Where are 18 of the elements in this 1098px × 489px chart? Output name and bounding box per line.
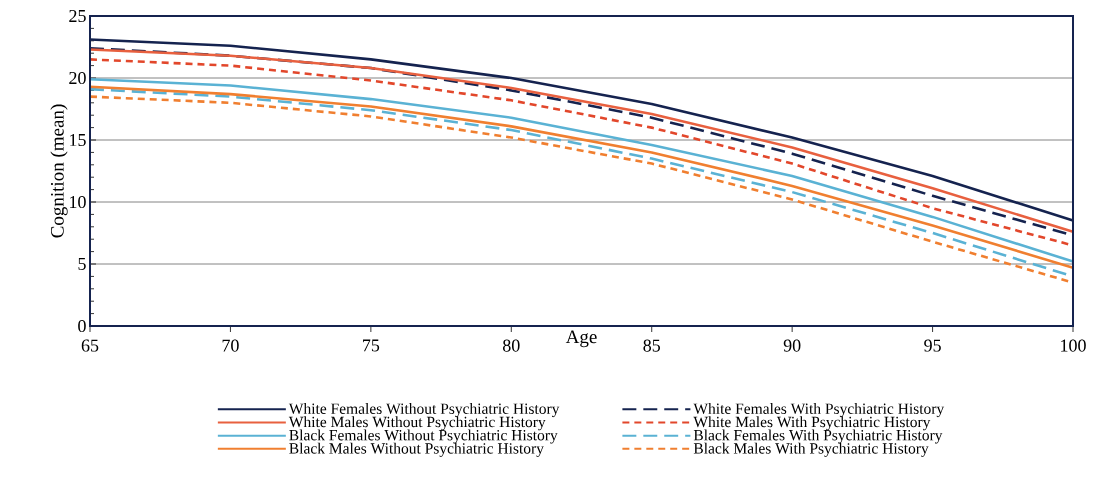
x-tick-label: 100 [1061,339,1086,352]
y-axis-title: Cognition (mean) [50,104,68,238]
x-tick-label: 70 [222,339,239,352]
y-tick-label: 5 [78,258,86,270]
y-tick-label: 10 [70,195,86,209]
x-tick-label: 95 [924,339,941,352]
x-tick-label: 75 [363,339,380,352]
x-tick-label: 90 [783,339,801,352]
x-tick-label: 80 [502,339,520,352]
x-tick-label: 85 [643,339,661,352]
x-tick-label: 65 [81,339,99,352]
legend-label: Black Males Without Psychiatric History [289,442,544,457]
y-tick-label: 0 [78,319,86,333]
x-axis-title: Age [565,330,597,348]
y-tick-label: 20 [69,71,86,85]
legend-label: Black Males With Psychiatric History [693,442,929,457]
y-tick-label: 15 [70,133,86,147]
y-tick-label: 25 [69,9,86,23]
